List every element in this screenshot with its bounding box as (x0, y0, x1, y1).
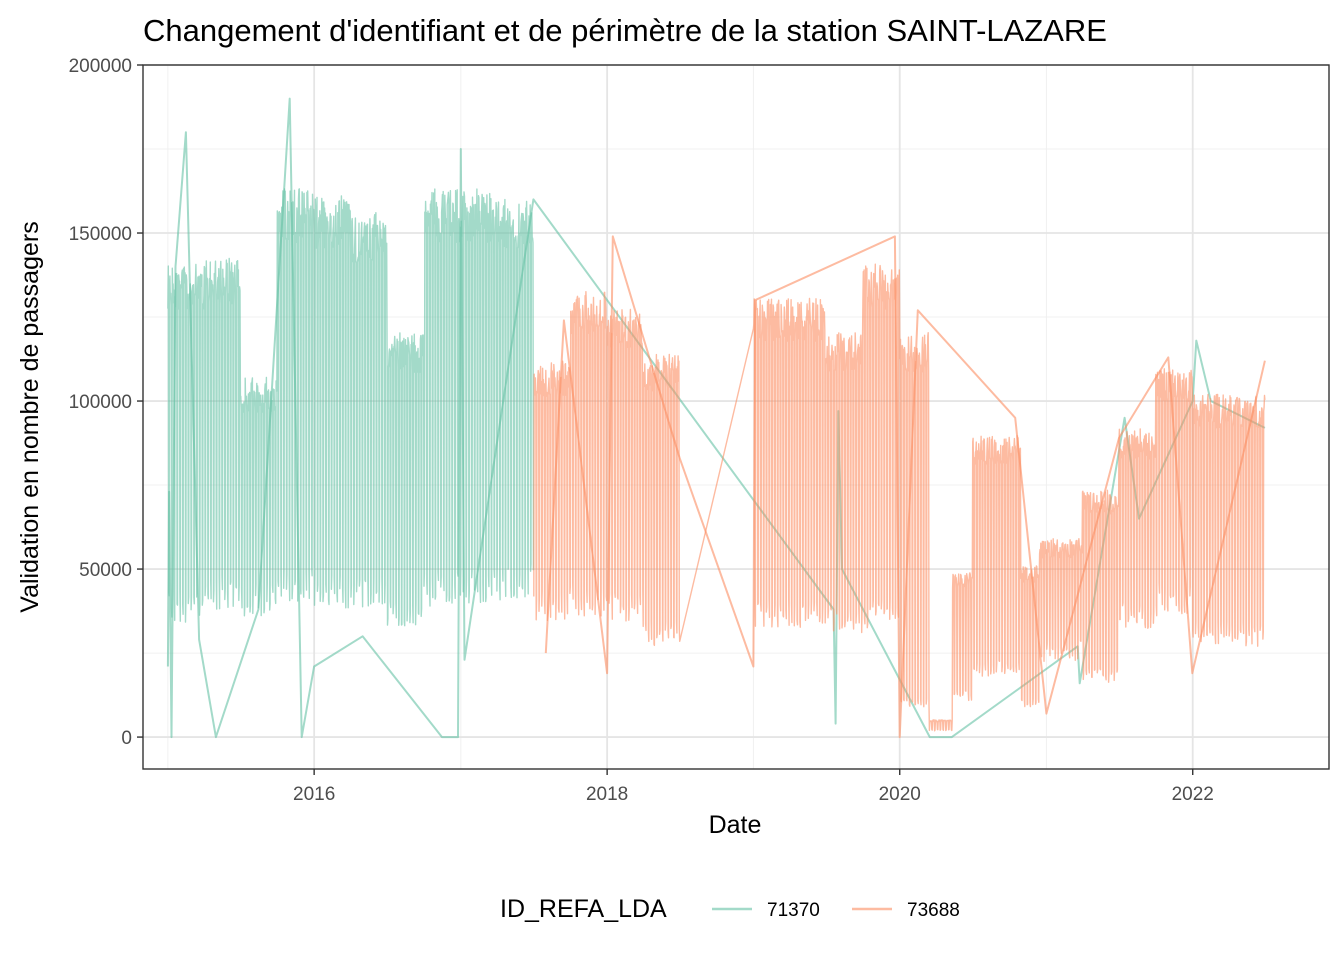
y-axis: 0 50000 100000 150000 200000 (69, 56, 143, 749)
series-layer (166, 97, 1266, 739)
y-axis-title: Validation en nombre de passagers (16, 221, 44, 612)
x-tick-label: 2022 (1172, 784, 1214, 805)
legend-item-73688: 73688 (852, 900, 960, 921)
series-trace-71370 (166, 97, 1266, 739)
panel-border (142, 64, 1330, 770)
legend-label-73688: 73688 (907, 900, 960, 921)
legend-item-71370: 71370 (712, 900, 820, 921)
series-73688 (533, 235, 1266, 739)
legend-label-71370: 71370 (767, 900, 820, 921)
y-tick-label: 0 (121, 728, 132, 749)
y-tick-label: 100000 (69, 392, 132, 413)
plot-area (142, 64, 1330, 770)
x-tick-label: 2020 (879, 784, 921, 805)
x-axis-title: Date (709, 811, 762, 839)
series-line-73688 (533, 263, 1266, 732)
series-line-71370 (167, 188, 535, 627)
y-tick-label: 200000 (69, 56, 132, 77)
x-tick-label: 2018 (586, 784, 628, 805)
series-71370 (166, 97, 1266, 739)
x-tick-label: 2016 (293, 784, 335, 805)
series-trace-73688 (544, 235, 1266, 739)
legend-title: ID_REFA_LDA (500, 895, 667, 923)
chart-title: Changement d'identifiant et de périmètre… (143, 13, 1107, 48)
y-tick-label: 50000 (79, 560, 132, 581)
legend: ID_REFA_LDA 71370 73688 (500, 895, 960, 923)
y-tick-label: 150000 (69, 224, 132, 245)
x-axis: 2016 2018 2020 2022 (293, 769, 1214, 805)
